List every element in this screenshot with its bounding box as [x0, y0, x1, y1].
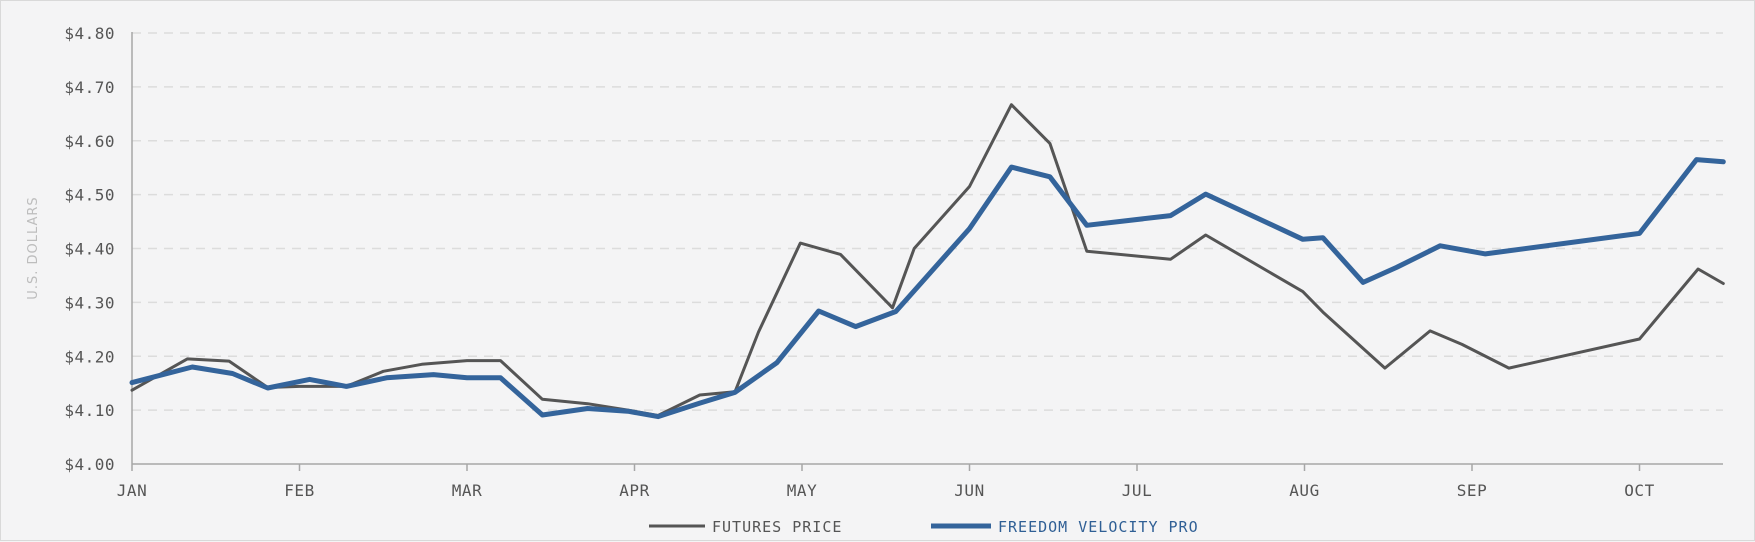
y-tick-label: $4.00 [64, 455, 115, 474]
x-tick-label: MAR [452, 481, 482, 500]
y-tick-label: $4.20 [64, 347, 115, 366]
axis-layer: $4.00 $4.10 $4.20 $4.30 $4.40 $4.50 $4.60 $4.70… [26, 24, 1723, 500]
x-tick-label: OCT [1624, 481, 1654, 500]
x-tick-label: APR [619, 481, 649, 500]
legend: FUTURES PRICE FREEDOM VELOCITY PRO [649, 518, 1199, 536]
y-axis-title: U.S. DOLLARS [26, 196, 41, 299]
x-tick-label: JUN [954, 481, 984, 500]
y-tick-label: $4.40 [64, 240, 115, 259]
legend-label: FUTURES PRICE [712, 518, 842, 536]
y-tick-label: $4.80 [64, 24, 115, 43]
x-tick-label: JAN [117, 481, 147, 500]
y-tick-label: $4.70 [64, 78, 115, 97]
x-tick-label: SEP [1457, 481, 1487, 500]
series-line-freedom-velocity-pro [129, 157, 1726, 420]
y-tick-label: $4.30 [64, 293, 115, 312]
x-tick-label: MAY [787, 481, 817, 500]
x-tick-label: JUL [1122, 481, 1152, 500]
legend-label: FREEDOM VELOCITY PRO [998, 518, 1199, 536]
y-tick-label: $4.10 [64, 401, 115, 420]
legend-item: FUTURES PRICE [649, 518, 842, 536]
series-layer [129, 103, 1726, 420]
legend-item: FREEDOM VELOCITY PRO [931, 518, 1199, 536]
y-tick-label: $4.60 [64, 132, 115, 151]
grid-layer [132, 32, 1723, 411]
series-line-futures-price [130, 103, 1725, 417]
y-tick-label: $4.50 [64, 186, 115, 205]
x-tick-label: FEB [284, 481, 314, 500]
x-tick-label: AUG [1289, 481, 1319, 500]
